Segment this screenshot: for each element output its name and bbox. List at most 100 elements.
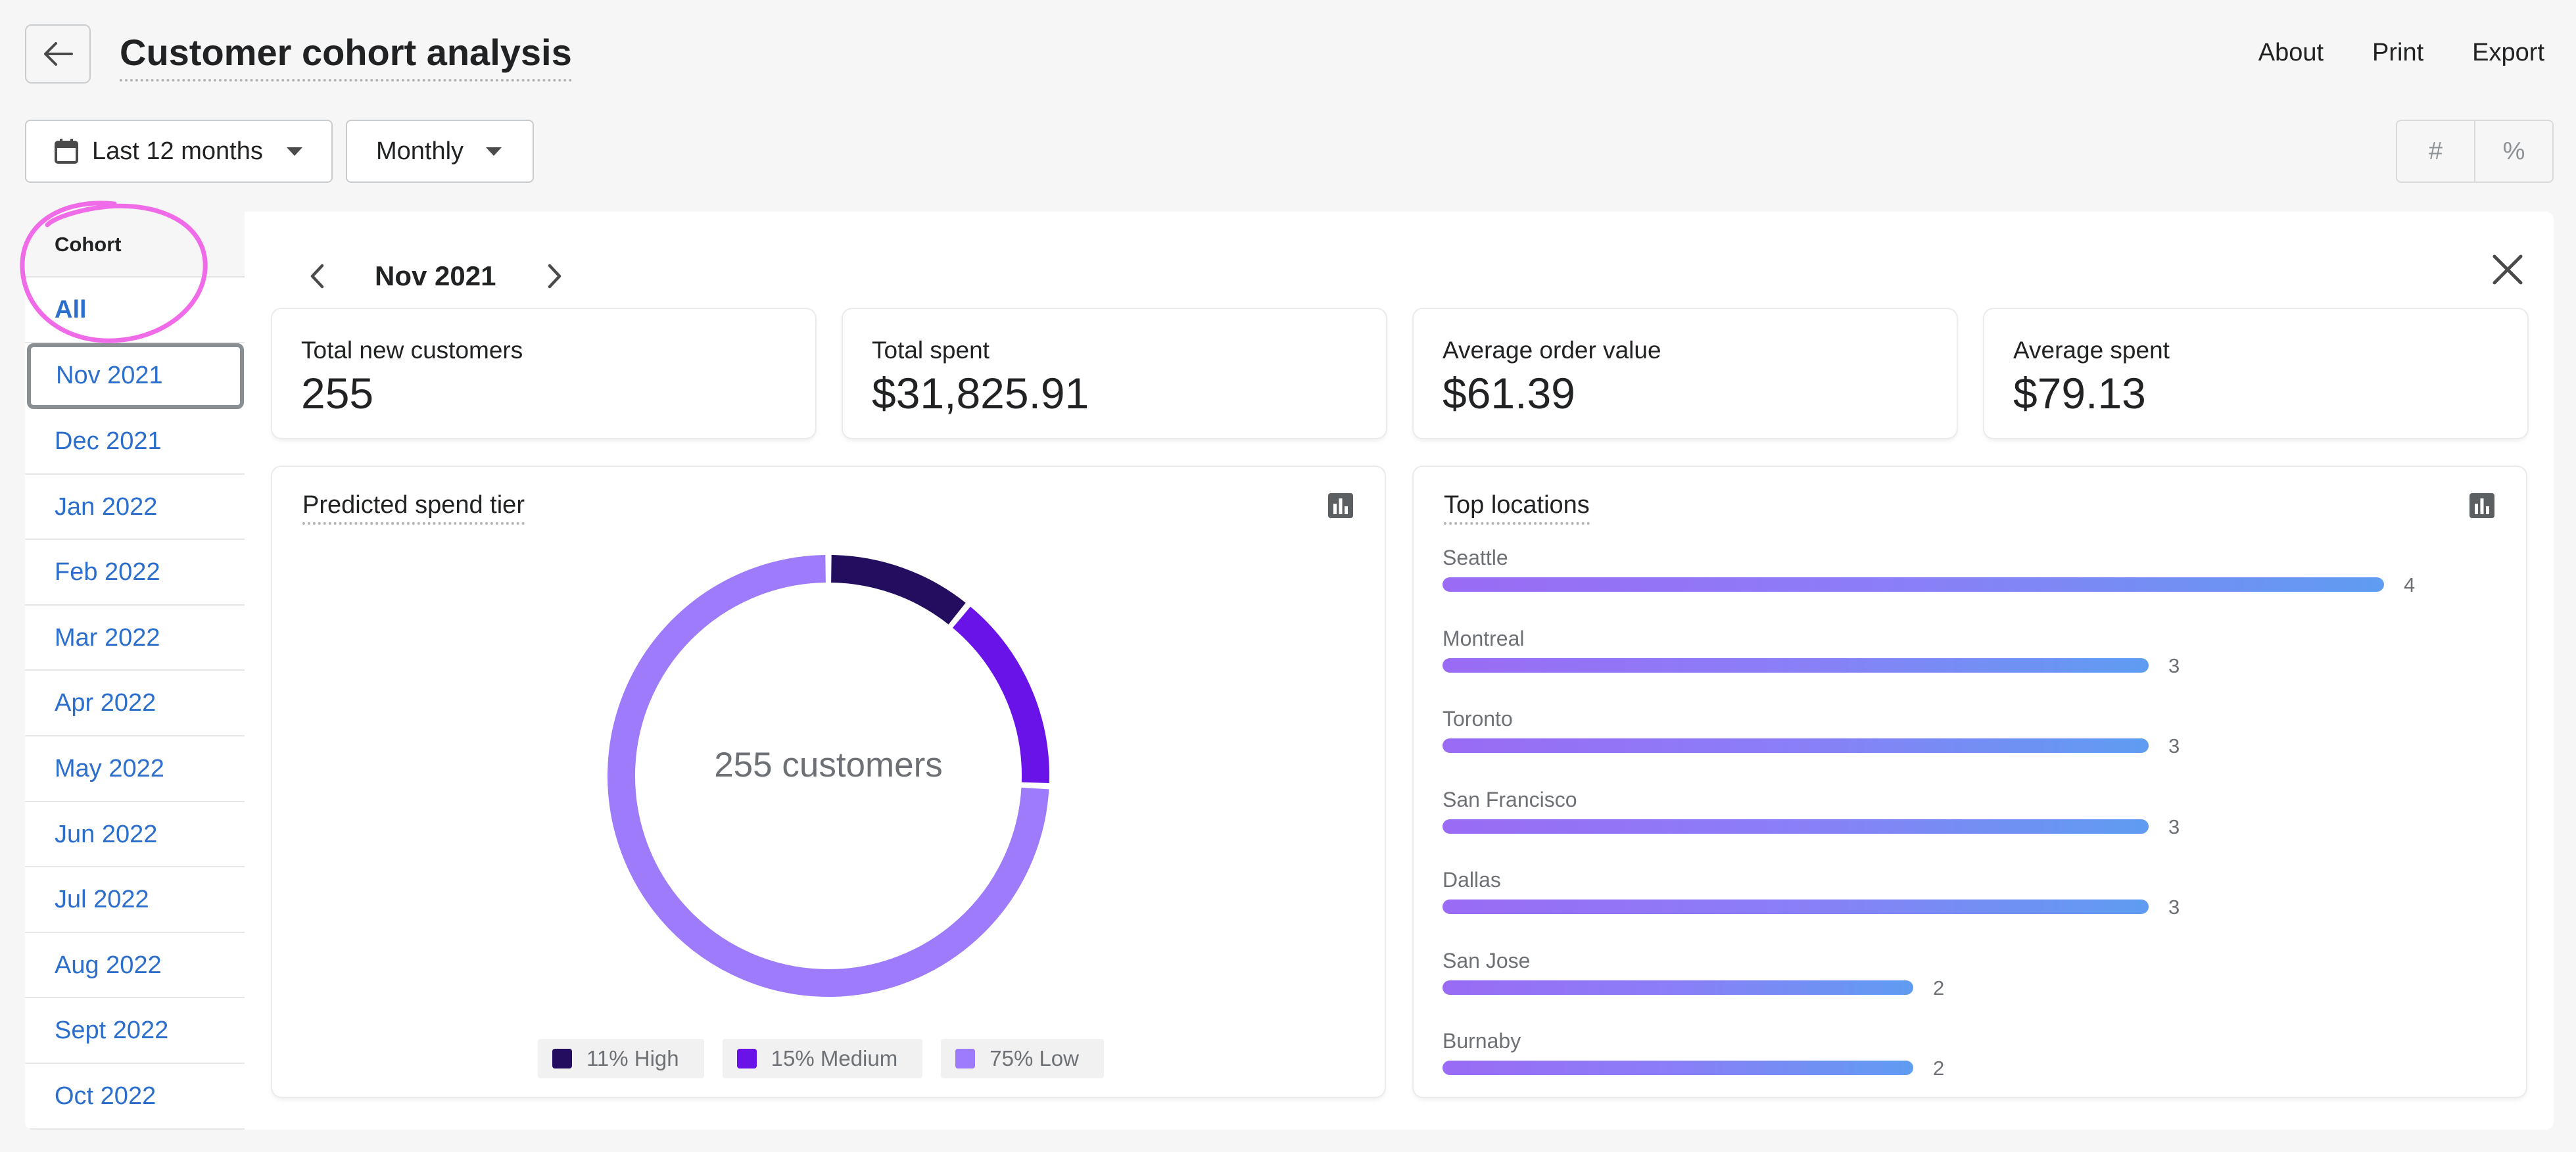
- location-label: San Jose: [1443, 948, 1531, 972]
- month-navigator: Nov 2021: [297, 245, 575, 308]
- cohort-heading: Cohort: [25, 212, 245, 277]
- back-button[interactable]: [25, 24, 91, 84]
- location-bar[interactable]: [1443, 1061, 1913, 1075]
- location-bar-track: 3: [1443, 815, 2468, 838]
- calendar-icon: [55, 139, 78, 164]
- cohort-item-may-2022[interactable]: May 2022: [25, 736, 245, 802]
- next-month-button[interactable]: [535, 256, 575, 296]
- frequency-select[interactable]: Monthly: [346, 120, 534, 183]
- location-bar-track: 2: [1443, 976, 2468, 999]
- current-month: Nov 2021: [375, 260, 496, 291]
- legend-item-high: 11% High: [538, 1039, 704, 1078]
- donut-center-label: 255 customers: [714, 746, 943, 784]
- cohort-item-sept-2022[interactable]: Sept 2022: [25, 998, 245, 1064]
- export-button[interactable]: Export: [2472, 39, 2544, 66]
- metric-label: Total new customers: [301, 337, 523, 364]
- location-count: 3: [2168, 654, 2180, 677]
- metric-label: Average order value: [1443, 337, 1661, 364]
- location-label: Montreal: [1443, 626, 1525, 650]
- close-button[interactable]: [2481, 243, 2534, 296]
- cohort-item-oct-2022[interactable]: Oct 2022: [25, 1064, 245, 1130]
- cohort-detail-panel: Nov 2021 Total new customers 255 Total s…: [245, 212, 2554, 1130]
- frequency-label: Monthly: [376, 137, 464, 165]
- location-row: San Francisco 3: [1443, 786, 2468, 852]
- spend-tier-panel: Predicted spend tier 255 customers 11% H…: [272, 467, 1385, 1097]
- location-count: 3: [2168, 896, 2180, 919]
- location-count: 2: [1933, 1057, 1945, 1080]
- legend-item-low: 75% Low: [941, 1039, 1104, 1078]
- bar-chart-icon[interactable]: [1327, 492, 1354, 519]
- cohort-item-all[interactable]: All: [25, 277, 245, 343]
- location-bar[interactable]: [1443, 738, 2149, 753]
- legend-label: 75% Low: [990, 1046, 1079, 1070]
- count-toggle[interactable]: #: [2428, 137, 2443, 165]
- date-range-select[interactable]: Last 12 months: [25, 120, 333, 183]
- metric-value: $61.39: [1443, 369, 1575, 418]
- page-title: Customer cohort analysis: [120, 28, 572, 82]
- top-locations-panel: Top locations Seattle 4 Montreal 3 Toronto 3 S…: [1414, 467, 2526, 1097]
- location-row: Burnaby 2: [1443, 1028, 2468, 1093]
- location-label: Dallas: [1443, 868, 1501, 892]
- cohort-item-nov-2021[interactable]: Nov 2021: [27, 343, 244, 409]
- close-icon: [2493, 254, 2523, 285]
- donut-slice-high[interactable]: [830, 555, 966, 625]
- legend-swatch-medium: [736, 1049, 757, 1068]
- legend-swatch-low: [955, 1049, 976, 1068]
- about-button[interactable]: About: [2258, 39, 2324, 66]
- location-label: Burnaby: [1443, 1029, 1521, 1053]
- location-bar[interactable]: [1443, 819, 2149, 834]
- bar-chart-icon[interactable]: [2468, 492, 2496, 519]
- location-label: San Francisco: [1443, 787, 1577, 811]
- date-range-label: Last 12 months: [92, 137, 263, 165]
- location-count: 3: [2168, 815, 2180, 838]
- cohort-item-feb-2022[interactable]: Feb 2022: [25, 540, 245, 606]
- location-count: 2: [1933, 976, 1945, 999]
- metric-value: $79.13: [2013, 369, 2146, 418]
- caret-down-icon: [286, 147, 302, 156]
- cohort-item-aug-2022[interactable]: Aug 2022: [25, 933, 245, 999]
- legend-item-medium: 15% Medium: [722, 1039, 923, 1078]
- metric-value: $31,825.91: [872, 369, 1089, 418]
- legend-label: 11% High: [586, 1046, 679, 1070]
- arrow-left-icon: [44, 42, 73, 66]
- donut-slice-low[interactable]: [608, 555, 1049, 997]
- location-bar[interactable]: [1443, 658, 2149, 673]
- location-row: Montreal 3: [1443, 625, 2468, 691]
- location-count: 3: [2168, 734, 2180, 757]
- cohort-item-jul-2022[interactable]: Jul 2022: [25, 867, 245, 933]
- previous-month-button[interactable]: [297, 256, 337, 296]
- percent-toggle[interactable]: %: [2474, 121, 2552, 181]
- cohort-item-dec-2021[interactable]: Dec 2021: [25, 409, 245, 475]
- cohort-sidebar: Cohort All Nov 2021 Dec 2021 Jan 2022 Fe…: [25, 212, 245, 1130]
- caret-down-icon: [486, 147, 502, 156]
- donut-legend: 11% High 15% Medium 75% Low: [538, 1039, 1104, 1078]
- location-row: Dallas 3: [1443, 867, 2468, 932]
- cohort-item-mar-2022[interactable]: Mar 2022: [25, 606, 245, 671]
- print-button[interactable]: Print: [2372, 39, 2424, 66]
- donut-slice-medium[interactable]: [952, 606, 1049, 783]
- chevron-left-icon: [310, 264, 324, 289]
- location-bar-track: 2: [1443, 1057, 2468, 1080]
- location-bar[interactable]: [1443, 900, 2149, 914]
- location-bar-track: 3: [1443, 896, 2468, 919]
- spend-tier-donut: 255 customers: [608, 555, 1049, 997]
- metric-card-total-spent: Total spent $31,825.91: [843, 309, 1386, 438]
- location-label: Seattle: [1443, 546, 1508, 569]
- cohort-item-jun-2022[interactable]: Jun 2022: [25, 802, 245, 868]
- spend-tier-title[interactable]: Predicted spend tier: [302, 488, 525, 525]
- location-bar-track: 3: [1443, 654, 2468, 677]
- metric-label: Total spent: [872, 337, 990, 364]
- metric-card-average-order-value: Average order value $61.39: [1414, 309, 1957, 438]
- location-bar[interactable]: [1443, 577, 2384, 592]
- cohort-item-apr-2022[interactable]: Apr 2022: [25, 671, 245, 736]
- location-bar[interactable]: [1443, 980, 1913, 995]
- metric-card-average-spent: Average spent $79.13: [1984, 309, 2527, 438]
- location-count: 4: [2404, 573, 2416, 596]
- display-toggle: # %: [2396, 120, 2554, 183]
- location-bar-track: 4: [1443, 573, 2468, 596]
- metric-value: 255: [301, 369, 374, 418]
- header-actions: About Print Export: [2258, 34, 2544, 71]
- cohort-item-jan-2022[interactable]: Jan 2022: [25, 475, 245, 540]
- location-label: Toronto: [1443, 707, 1513, 731]
- top-locations-title[interactable]: Top locations: [1444, 488, 1590, 525]
